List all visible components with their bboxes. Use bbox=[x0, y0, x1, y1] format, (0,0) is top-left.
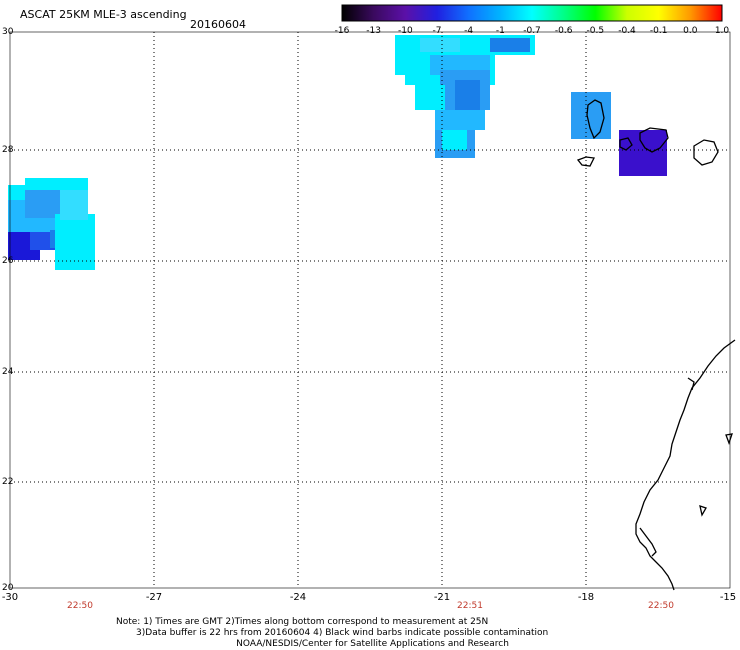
coast-detail bbox=[687, 377, 695, 391]
island-tenerife bbox=[639, 127, 669, 153]
colorbar-label: -13 bbox=[366, 26, 382, 36]
x-tick-label: -27 bbox=[145, 592, 163, 603]
y-tick-label: 20 bbox=[2, 583, 14, 593]
wind-cell bbox=[420, 38, 460, 52]
time-label: 22:50 bbox=[648, 601, 674, 611]
wind-cell bbox=[442, 130, 467, 150]
colorbar-label: -0.5 bbox=[586, 26, 605, 36]
product-date: 20160604 bbox=[190, 18, 246, 31]
colorbar-label: 0.0 bbox=[683, 26, 698, 36]
x-tick-label: -30 bbox=[1, 592, 19, 603]
small-island-right bbox=[725, 433, 733, 445]
time-label: 22:51 bbox=[457, 601, 483, 611]
island-la-palma bbox=[586, 99, 605, 140]
product-title: ASCAT 25KM MLE-3 ascending bbox=[20, 8, 187, 21]
time-label: 22:50 bbox=[67, 601, 93, 611]
y-tick-label: 28 bbox=[2, 145, 14, 155]
colorbar-label: -16 bbox=[334, 26, 350, 36]
y-tick-label: 30 bbox=[2, 27, 14, 37]
colorbar bbox=[341, 4, 723, 22]
wind-cell bbox=[435, 110, 485, 130]
colorbar-label: -1 bbox=[495, 26, 505, 36]
coastlines bbox=[576, 99, 736, 591]
colorbar-label: -7 bbox=[432, 26, 442, 36]
wind-cell bbox=[55, 214, 95, 270]
y-tick-label: 26 bbox=[2, 256, 14, 266]
wind-cell bbox=[25, 190, 65, 218]
wind-cell bbox=[619, 130, 667, 176]
y-tick-label: 22 bbox=[2, 477, 14, 487]
colorbar-label: 1.0 bbox=[714, 26, 730, 36]
africa-coast bbox=[635, 339, 736, 591]
island-gran-canaria bbox=[693, 139, 719, 166]
colorbar-label: -0.7 bbox=[523, 26, 541, 36]
island-gomera bbox=[619, 137, 633, 151]
wind-cell bbox=[60, 190, 88, 220]
wind-data-patches bbox=[8, 35, 667, 270]
colorbar-label: -4 bbox=[464, 26, 474, 36]
colorbar-gradient bbox=[341, 4, 723, 22]
wind-cell bbox=[455, 80, 480, 110]
note-line-1: Note: 1) Times are GMT 2)Times along bot… bbox=[116, 617, 489, 627]
dakhla-peninsula bbox=[639, 527, 657, 557]
wind-cell bbox=[415, 85, 445, 110]
footnotes: Note: 1) Times are GMT 2)Times along bot… bbox=[116, 617, 548, 650]
island-hierro bbox=[576, 156, 595, 167]
y-tick-label: 24 bbox=[2, 367, 14, 377]
x-tick-label: -24 bbox=[289, 592, 307, 603]
wind-cell bbox=[490, 38, 530, 52]
colorbar-label: -0.1 bbox=[649, 26, 668, 36]
colorbar-label: -0.4 bbox=[618, 26, 636, 36]
plot-frame bbox=[9, 31, 731, 589]
colorbar-label: -10 bbox=[397, 26, 413, 36]
small-island-lower bbox=[699, 505, 707, 517]
x-tick-label: -18 bbox=[577, 592, 595, 603]
note-line-2: 3)Data buffer is 22 hrs from 20160604 4)… bbox=[116, 628, 549, 638]
x-tick-label: -21 bbox=[433, 592, 451, 603]
x-tick-label: -15 bbox=[719, 592, 737, 603]
colorbar-label: -0.6 bbox=[554, 26, 573, 36]
frame-border bbox=[9, 31, 731, 589]
note-line-3: NOAA/NESDIS/Center for Satellite Applica… bbox=[116, 639, 509, 649]
